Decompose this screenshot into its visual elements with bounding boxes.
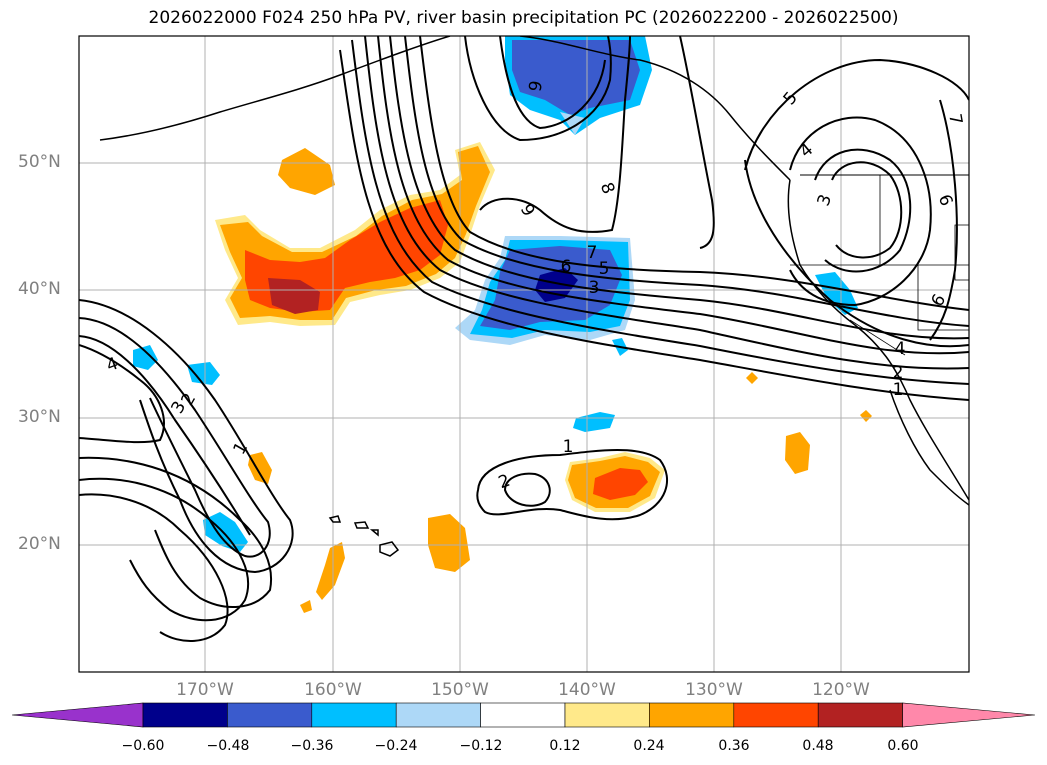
contour-label: 7 xyxy=(944,112,966,126)
colorbar-tick: −0.24 xyxy=(374,738,418,754)
colorbar-bin xyxy=(649,702,735,728)
contour-label: 7 xyxy=(587,243,598,263)
shade-blue-30n xyxy=(573,412,615,432)
colorbar-bin xyxy=(564,702,650,728)
contour-label: 3 xyxy=(589,278,600,298)
lat-label-40: 40°N xyxy=(18,279,61,299)
colorbar-tick: 0.36 xyxy=(718,738,750,754)
colorbar-tick: 0.48 xyxy=(802,738,834,754)
coastlines xyxy=(99,36,969,557)
colorbar-tick: 0.24 xyxy=(633,738,665,754)
shade-orange-27n-e xyxy=(785,432,810,474)
contour-label: 1 xyxy=(563,437,574,457)
lat-label-30: 30°N xyxy=(18,407,61,427)
contour-label: 6 xyxy=(523,79,545,93)
shade-blue-33n-w xyxy=(187,362,220,385)
shade-orange-17n xyxy=(316,542,345,600)
colorbar-tick: −0.12 xyxy=(459,738,503,754)
lon-label-120w: 120°W xyxy=(812,680,870,700)
plot-frame xyxy=(78,35,970,673)
colorbar-bin xyxy=(817,702,903,728)
colorbar-bin xyxy=(733,702,819,728)
lon-label-130w: 130°W xyxy=(685,680,743,700)
colorbar xyxy=(11,702,1036,728)
colorbar-tick: 0.60 xyxy=(887,738,919,754)
shade-orange-26n-w xyxy=(248,452,272,484)
lon-label-140w: 140°W xyxy=(558,680,616,700)
shade-blue-35n-w xyxy=(133,345,158,370)
map-title: 2026022000 F024 250 hPa PV, river basin … xyxy=(148,8,899,28)
colorbar-bin xyxy=(142,702,228,728)
colorbar-tick: −0.60 xyxy=(121,738,165,754)
plot-area xyxy=(79,36,969,672)
contour-label: 2 xyxy=(893,363,904,383)
colorbar-tick: 0.12 xyxy=(549,738,581,754)
colorbar-tick: −0.48 xyxy=(206,738,250,754)
shade-orange-small-2 xyxy=(860,410,872,422)
colorbar-bin xyxy=(395,702,481,728)
colorbar-tick: −0.36 xyxy=(290,738,334,754)
contour-label: 4 xyxy=(895,339,906,359)
shade-negative-north xyxy=(505,36,652,135)
shade-blue-20n-w xyxy=(203,512,248,552)
lat-label-50: 50°N xyxy=(18,152,61,172)
shade-positive-south xyxy=(565,452,665,512)
contour-label: 5 xyxy=(599,259,610,279)
lat-label-20: 20°N xyxy=(18,534,61,554)
colorbar-bin xyxy=(227,702,313,728)
shade-positive-west xyxy=(215,142,495,326)
contour-label: 6 xyxy=(561,257,572,277)
lon-label-150w: 150°W xyxy=(431,680,489,700)
pv-contours xyxy=(79,36,969,643)
lon-label-170w: 170°W xyxy=(176,680,234,700)
colorbar-bin xyxy=(311,702,397,728)
shade-orange-small-3 xyxy=(300,600,312,613)
colorbar-bin xyxy=(480,702,566,728)
shade-positive-small-nw xyxy=(278,148,335,195)
colorbar-extend-high xyxy=(902,702,1036,728)
lon-label-160w: 160°W xyxy=(304,680,362,700)
shade-orange-small-1 xyxy=(746,372,758,384)
colorbar-extend-low xyxy=(11,702,144,728)
contour-label: 1 xyxy=(893,380,904,400)
